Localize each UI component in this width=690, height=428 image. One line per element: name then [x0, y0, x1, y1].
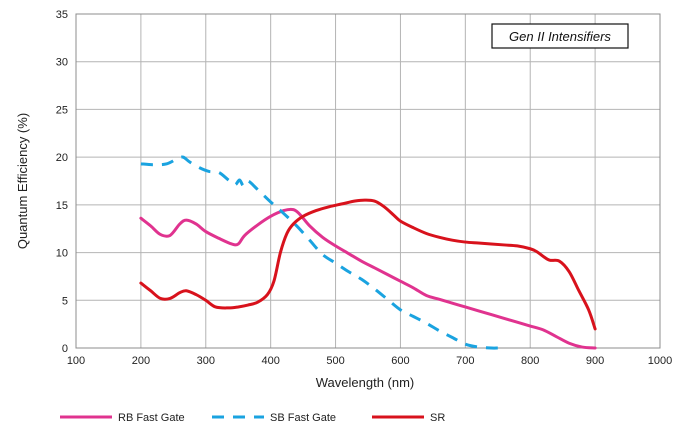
annotation-label: Gen II Intensifiers — [509, 29, 611, 44]
x-tick-label: 500 — [326, 355, 344, 367]
y-tick-label: 15 — [56, 200, 68, 212]
series-line-sr — [139, 198, 597, 331]
legend-label: RB Fast Gate — [118, 412, 185, 424]
x-tick-label: 900 — [586, 355, 604, 367]
x-axis-label: Wavelength (nm) — [316, 375, 415, 390]
y-tick-labels: 0 5 10 15 20 25 30 35 — [56, 9, 68, 355]
series-layer — [139, 155, 597, 350]
x-tick-labels: 100 200 300 400 500 600 700 800 900 1000 — [67, 355, 672, 367]
x-tick-label: 300 — [197, 355, 215, 367]
legend: RB Fast Gate SB Fast Gate SR — [60, 412, 445, 424]
series-line-sb-fast-gate — [140, 155, 498, 350]
series-line-rb-fast-gate — [139, 207, 597, 350]
y-tick-label: 20 — [56, 152, 68, 164]
y-tick-label: 25 — [56, 104, 68, 116]
x-tick-label: 200 — [132, 355, 150, 367]
y-tick-label: 30 — [56, 57, 68, 69]
y-axis-label: Quantum Efficiency (%) — [15, 113, 30, 249]
annotation-box: Gen II Intensifiers — [491, 23, 629, 49]
x-tick-label: 700 — [456, 355, 474, 367]
x-tick-label: 600 — [391, 355, 409, 367]
x-tick-label: 1000 — [648, 355, 672, 367]
legend-label: SB Fast Gate — [270, 412, 336, 424]
legend-item-sr: SR — [372, 412, 445, 424]
legend-item-rb-fast-gate: RB Fast Gate — [60, 412, 185, 424]
x-tick-label: 400 — [261, 355, 279, 367]
legend-item-sb-fast-gate: SB Fast Gate — [212, 412, 336, 424]
y-tick-label: 35 — [56, 9, 68, 21]
y-tick-label: 5 — [62, 295, 68, 307]
y-tick-label: 10 — [56, 248, 68, 260]
x-tick-label: 100 — [67, 355, 85, 367]
annotation-frame — [491, 23, 629, 49]
legend-label: SR — [430, 412, 445, 424]
y-tick-label: 0 — [62, 343, 68, 355]
plot-border — [75, 13, 661, 349]
x-tick-label: 800 — [521, 355, 539, 367]
